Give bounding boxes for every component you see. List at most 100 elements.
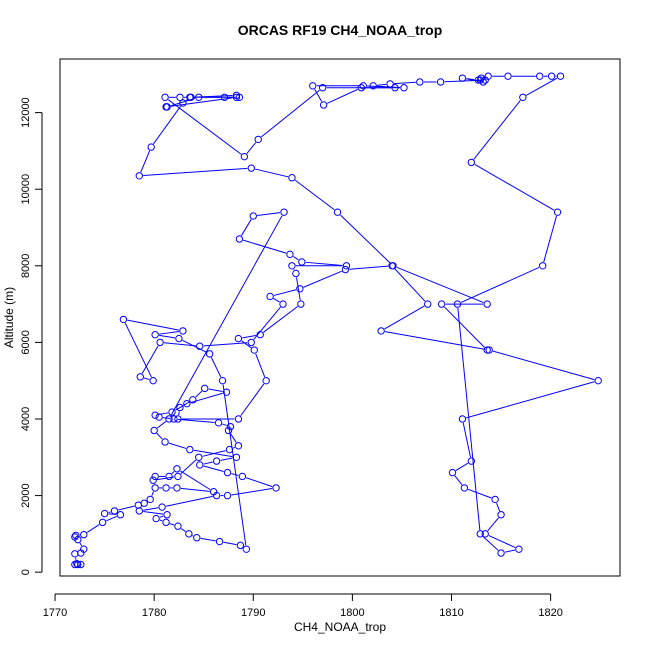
data-point [119,315,128,324]
line-segment [182,339,207,353]
data-point [286,250,294,259]
data-point [318,84,327,92]
data-point [224,426,233,435]
data-point [416,78,424,86]
data-point [151,472,159,481]
line-segment [124,322,152,378]
y-tick-label: 8000 [20,254,32,278]
data-point [80,530,88,539]
line-segment [159,334,176,339]
line-segment [163,417,171,419]
data-point [161,438,169,446]
data-point [369,82,377,90]
line-segment [294,179,335,211]
line-segment [261,89,320,138]
line-segment [222,423,227,426]
y-axis-label: Altitude (m) [2,287,16,348]
data-point [467,457,476,465]
line-segment [203,342,248,347]
line-segment [170,97,196,107]
data-point [453,300,462,308]
line-segment [496,502,501,512]
line-segment [159,515,164,518]
data-point [483,300,491,308]
line-segment [488,535,516,548]
data-point [222,388,231,396]
data-point [333,208,342,216]
data-point [214,419,223,427]
data-point [174,522,182,530]
line-segment [474,163,555,211]
data-point [174,472,182,481]
data-point [309,82,317,90]
data-point [225,445,234,454]
data-point [195,93,203,101]
line-segment [473,100,521,160]
x-axis: 1770 1780 1790 1800 1810 1820 [43,593,563,619]
x-tick-label: 1800 [340,607,364,619]
data-point [140,499,148,507]
data-point [266,292,274,301]
line-segment [164,342,196,347]
data-point [476,530,484,538]
line-segment [170,215,283,416]
data-point [296,285,304,293]
x-tick-label: 1810 [439,607,463,619]
data-point [205,350,214,358]
data-point [292,269,300,278]
line-segment [180,528,186,532]
data-point [234,442,243,450]
line-segment [255,168,289,178]
line-segment [168,442,187,449]
x-tick-label: 1820 [538,607,562,619]
data-point [481,76,489,84]
data-point [73,560,81,568]
line-segment [482,536,499,551]
data-point [149,476,157,484]
data-point [165,472,173,481]
y-tick-label: 4000 [20,407,32,431]
line-segment [169,523,175,526]
x-tick-label: 1790 [241,607,265,619]
line-segment [167,99,242,155]
data-point [298,258,306,266]
data-point [594,376,602,385]
data-point [135,172,143,180]
data-point [174,415,182,423]
data-point [161,93,169,101]
data-point [151,411,159,419]
data-point [437,300,446,308]
line-segment [108,511,111,514]
data-point [162,484,170,492]
data-point [183,399,191,408]
line-segment [241,219,252,236]
line-segment [327,88,358,104]
y-tick-label: 10000 [20,174,32,205]
plot-frame [59,58,621,577]
data-point [195,453,203,461]
data-point [481,530,489,538]
data-point [359,82,367,90]
data-point [234,415,243,423]
line-segment [193,449,233,458]
line-segment [466,381,595,419]
line-segment [143,507,159,511]
line-segment [466,78,475,81]
data-point [391,84,399,92]
data-point [519,93,527,101]
data-point [173,465,181,473]
line-segment [159,330,180,335]
data-point [319,101,328,109]
line-segment [220,457,233,461]
data-point [536,72,544,80]
data-point [474,76,482,84]
data-point [149,376,157,385]
line-segment [263,306,298,333]
data-point [249,212,257,220]
line-segment [222,384,247,546]
line-segment [210,357,222,378]
data-point [497,511,505,519]
line-segment [305,261,343,266]
data-point [176,403,184,412]
line-segment [86,524,100,533]
